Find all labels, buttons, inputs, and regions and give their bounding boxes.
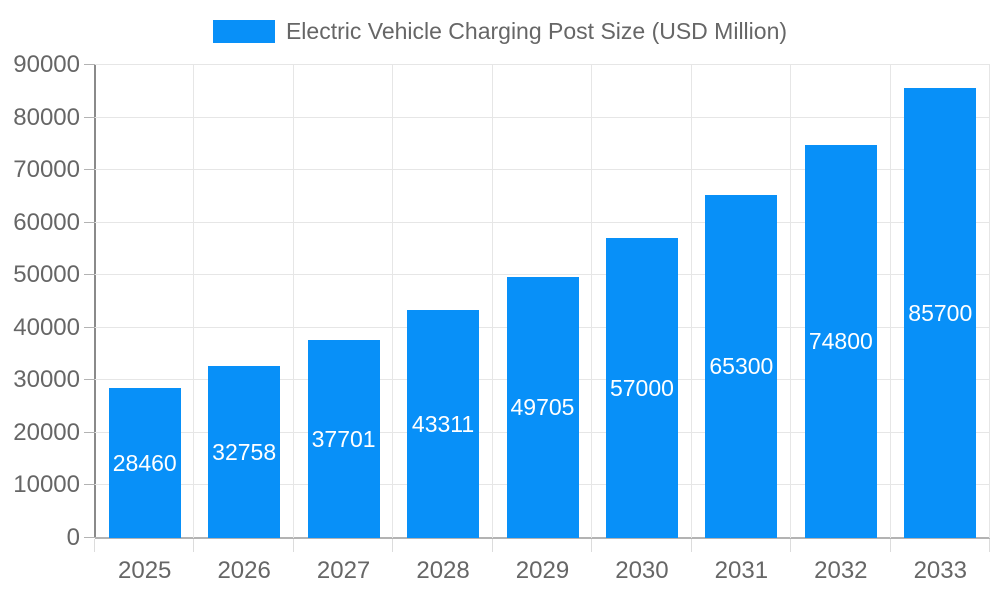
x-axis-tick — [193, 539, 195, 552]
y-axis-tick — [84, 326, 95, 328]
x-axis-tick — [889, 539, 891, 552]
bar: 37701 — [307, 339, 380, 538]
gridline-vertical — [491, 65, 493, 538]
bar: 85700 — [904, 87, 977, 538]
bar-value-label: 32758 — [212, 438, 277, 465]
x-axis-tick — [392, 539, 394, 552]
gridline-horizontal — [95, 274, 990, 276]
gridline-vertical — [292, 65, 294, 538]
y-tick-label: 80000 — [13, 103, 80, 131]
gridline-vertical — [889, 65, 891, 538]
x-tick-label: 2031 — [714, 557, 769, 584]
bar-value-label: 28460 — [112, 450, 177, 477]
gridline-vertical — [591, 65, 593, 538]
y-tick-label: 10000 — [13, 471, 80, 499]
x-tick-label: 2030 — [615, 557, 669, 584]
x-axis-tick — [591, 539, 593, 552]
bar: 28460 — [108, 388, 181, 538]
x-axis-line — [95, 537, 990, 539]
x-axis-tick — [989, 539, 990, 552]
y-axis-tick — [84, 274, 95, 276]
gridline-horizontal — [95, 64, 990, 65]
legend-label: Electric Vehicle Charging Post Size (USD… — [285, 18, 788, 44]
x-tick-label: 2028 — [416, 557, 470, 584]
x-tick-label: 2033 — [913, 557, 967, 584]
y-tick-label: 60000 — [13, 208, 80, 236]
y-axis-tick — [84, 169, 95, 171]
x-tick-label: 2029 — [515, 557, 570, 584]
y-axis-tick — [84, 379, 95, 381]
gridline-vertical — [193, 65, 195, 538]
y-tick-label: 50000 — [13, 261, 80, 289]
x-tick-label: 2026 — [217, 557, 271, 584]
bar-value-label: 85700 — [908, 299, 973, 326]
y-axis-tick — [84, 484, 95, 486]
gridline-horizontal — [95, 221, 990, 223]
legend-swatch — [212, 19, 275, 43]
x-axis-tick — [292, 539, 294, 552]
x-axis-tick — [690, 539, 692, 552]
bar: 43311 — [407, 310, 480, 538]
y-axis-tick — [84, 221, 95, 223]
y-axis-tick — [84, 116, 95, 118]
bar-value-label: 49705 — [510, 394, 575, 421]
bar: 32758 — [208, 365, 281, 538]
x-axis-tick — [94, 539, 95, 552]
gridline-horizontal — [95, 169, 990, 171]
gridline-horizontal — [95, 116, 990, 118]
bar: 57000 — [605, 238, 678, 538]
y-tick-label: 20000 — [13, 418, 80, 446]
gridline-vertical — [790, 65, 792, 538]
y-tick-label: 40000 — [13, 313, 80, 341]
bar-value-label: 65300 — [709, 353, 774, 380]
x-tick-label: 2032 — [814, 557, 868, 584]
gridline-vertical — [690, 65, 692, 538]
y-axis-tick — [84, 537, 95, 538]
bar: 49705 — [506, 276, 579, 538]
y-tick-label: 0 — [66, 524, 80, 551]
bar-value-label: 57000 — [609, 375, 674, 402]
x-axis-tick — [491, 539, 493, 552]
y-tick-label: 70000 — [13, 156, 80, 184]
bar: 74800 — [804, 144, 877, 538]
bar: 65300 — [705, 194, 778, 538]
x-tick-label: 2025 — [118, 557, 172, 584]
y-tick-label: 30000 — [13, 366, 80, 394]
x-axis-tick — [790, 539, 792, 552]
y-tick-label: 90000 — [13, 51, 80, 78]
gridline-vertical — [989, 65, 990, 538]
x-tick-label: 2027 — [316, 557, 371, 584]
y-axis-tick — [84, 431, 95, 433]
y-axis-line — [94, 65, 96, 538]
legend[interactable]: Electric Vehicle Charging Post Size (USD… — [0, 18, 1000, 44]
y-axis-tick — [84, 64, 95, 65]
bar-value-label: 37701 — [311, 425, 376, 452]
bar-value-label: 43311 — [411, 411, 475, 438]
plot-area: 28460 32758 37701 43311 49705 57000 65300 74800… — [95, 64, 990, 538]
gridline-vertical — [392, 65, 394, 538]
bar-value-label: 74800 — [808, 328, 873, 355]
